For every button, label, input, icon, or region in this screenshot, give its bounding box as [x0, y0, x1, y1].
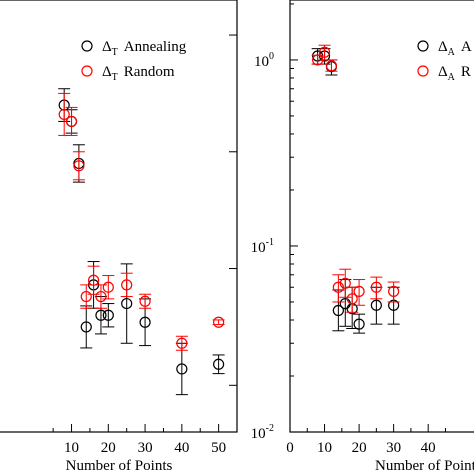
legend-marker-1: [81, 65, 93, 77]
left-series0-point-9: [176, 363, 188, 375]
legend-label-0: ΔT Annealing: [102, 39, 187, 58]
left-series1-point-0: [58, 108, 70, 121]
left-series1-point-2: [73, 160, 85, 172]
right-series1-point-2: [325, 60, 338, 72]
left-series0-point-8: [139, 316, 151, 328]
right-y-ticks: 100 10-1 10-2: [251, 3, 298, 442]
left-data-points: [58, 88, 225, 396]
left-x-ticks: 10 20 30 40 50: [52, 34, 238, 456]
right-series1-point-3: [332, 281, 344, 293]
legend-label-1: ΔA R: [438, 64, 471, 83]
right-y-tick-label-0: 100: [254, 51, 274, 70]
left-x-axis-title: Number of Points: [66, 458, 173, 474]
legend-marker-0: [417, 40, 429, 52]
left-series1-point-7: [121, 279, 133, 291]
left-series1-point-1: [65, 115, 78, 128]
right-y-tick-label-2: 10-2: [251, 423, 274, 442]
left-series1-point-5: [95, 290, 107, 303]
legend-label-0: ΔA A: [438, 39, 472, 58]
left-x-tick-label-0: 10: [64, 440, 79, 456]
right-series1-point-7: [370, 281, 382, 293]
right-series1-point-6: [353, 285, 365, 297]
right-x-tick-label-3: 30: [386, 440, 401, 456]
right-data-points: [311, 44, 400, 334]
left-series0-point-3: [80, 321, 92, 333]
right-series1-point-1: [318, 46, 331, 58]
left-series0-point-10: [213, 358, 225, 370]
right-panel: 100 10-1 10-2 0 10 20 30 40 ΔA A ΔA R Number of P…: [251, 0, 474, 474]
legend-marker-1: [417, 65, 429, 77]
left-legend: ΔT Annealing ΔT Random: [81, 39, 187, 83]
left-series0-point-7: [121, 297, 133, 310]
left-panel: 10 20 30 40 50 ΔT Annealing ΔT Random Number of…: [0, 0, 238, 474]
left-series1-point-6: [102, 281, 114, 293]
right-y-tick-label-1: 10-1: [251, 237, 274, 256]
right-plot-frame: [289, 0, 474, 433]
right-series1-point-8: [388, 285, 400, 297]
legend-marker-0: [81, 40, 93, 52]
left-series1-point-4: [87, 274, 100, 286]
left-plot-frame: [0, 0, 238, 433]
left-x-tick-label-1: 20: [101, 440, 116, 456]
right-x-ticks: 0 10 20 30 40: [286, 424, 446, 456]
right-series0-point-7: [370, 299, 382, 311]
left-series1-point-9: [176, 337, 188, 349]
left-x-tick-label-3: 40: [174, 440, 189, 456]
right-x-tick-label-0: 0: [286, 440, 294, 456]
right-x-tick-label-2: 20: [352, 440, 367, 456]
right-x-tick-label-4: 40: [421, 440, 436, 456]
left-series1-point-3: [80, 290, 92, 303]
left-series0-point-5: [95, 309, 107, 321]
right-x-tick-label-1: 10: [317, 440, 332, 456]
right-series0-point-6: [353, 318, 365, 330]
right-x-axis-title: Number of Points: [375, 458, 474, 474]
right-legend: ΔA A ΔA R: [417, 39, 472, 83]
right-series1-point-4: [339, 277, 351, 289]
legend-label-1: ΔT Random: [102, 64, 175, 83]
right-series1-point-5: [346, 293, 358, 305]
left-series1-point-10: [213, 316, 225, 328]
left-series0-point-6: [102, 309, 114, 321]
left-x-tick-label-4: 50: [211, 440, 226, 456]
right-series0-point-3: [332, 304, 344, 317]
left-series1-point-8: [139, 295, 151, 307]
left-x-tick-label-2: 30: [138, 440, 153, 456]
